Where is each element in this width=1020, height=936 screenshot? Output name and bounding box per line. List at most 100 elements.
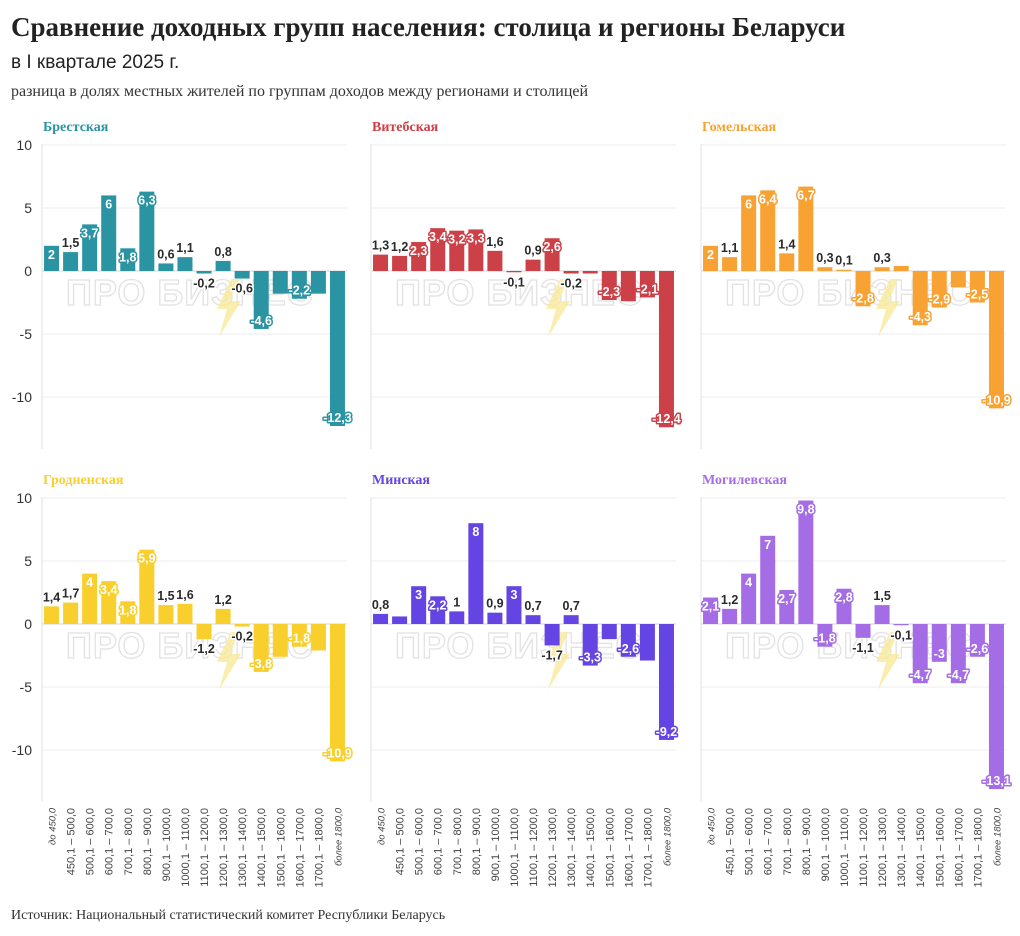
panel-5-bar[interactable] xyxy=(487,612,503,624)
panel-4-data-label: 1,6 xyxy=(176,588,193,602)
panel-4-bar[interactable] xyxy=(120,601,136,624)
panel-2-bar[interactable] xyxy=(601,271,617,300)
panel-4-bar[interactable] xyxy=(310,624,326,651)
panel-4-bar[interactable] xyxy=(272,624,288,657)
panel-1-bar[interactable] xyxy=(177,257,193,271)
panel-4-bar[interactable] xyxy=(196,624,212,640)
panel-6-bar[interactable] xyxy=(874,605,890,624)
panel-6-bar[interactable] xyxy=(741,573,757,624)
panel-2-bar[interactable] xyxy=(582,271,598,274)
panel-4-bar[interactable] xyxy=(329,624,345,762)
panel-5-bar[interactable] xyxy=(639,624,655,661)
panel-1-bar[interactable] xyxy=(196,271,212,274)
panel-6-bar[interactable] xyxy=(836,588,852,624)
panel-2-bar[interactable] xyxy=(525,259,541,271)
panel-2-bar[interactable] xyxy=(430,228,446,271)
panel-4-bar[interactable] xyxy=(215,608,231,624)
panel-1-bar[interactable] xyxy=(272,271,288,294)
panel-1-bar[interactable] xyxy=(63,252,79,271)
panel-6-data-label: -2,6 xyxy=(967,642,989,656)
panel-6-bar[interactable] xyxy=(912,624,928,684)
panel-5-bar[interactable] xyxy=(525,615,541,624)
panel-5-bar[interactable] xyxy=(373,613,389,624)
panel-4-bar[interactable] xyxy=(158,605,174,624)
panel-5-bar[interactable] xyxy=(563,615,579,624)
panel-1-bar[interactable] xyxy=(234,271,250,279)
panel-2-bar[interactable] xyxy=(639,271,655,298)
panel-1-bar[interactable] xyxy=(101,195,117,271)
panel-6-bar[interactable] xyxy=(988,624,1004,790)
panel-6-bar[interactable] xyxy=(855,624,871,638)
panel-5-bar[interactable] xyxy=(658,624,674,740)
panel-1-bar[interactable] xyxy=(310,271,326,294)
panel-5-bar[interactable] xyxy=(411,586,427,624)
panel-3-bar[interactable] xyxy=(779,253,795,271)
panel-2-bar[interactable] xyxy=(487,250,503,271)
panel-4-bar[interactable] xyxy=(101,581,117,624)
panel-2-bar[interactable] xyxy=(620,271,636,302)
panel-3-bar[interactable] xyxy=(931,271,947,308)
panel-3-bar[interactable] xyxy=(798,186,814,271)
panel-2-data-label: 1,6 xyxy=(486,235,503,249)
panel-5-bar[interactable] xyxy=(601,624,617,640)
panel-3-bar[interactable] xyxy=(741,195,757,271)
panel-4-bar[interactable] xyxy=(253,624,269,672)
panel-6-bar[interactable] xyxy=(760,535,776,624)
panel-5-bar[interactable] xyxy=(506,586,522,624)
panel-5-bar[interactable] xyxy=(392,616,408,624)
panel-1-bar[interactable] xyxy=(44,245,60,271)
panel-2-bar[interactable] xyxy=(544,238,560,271)
panel-2-bar[interactable] xyxy=(506,271,522,273)
panel-2-bar[interactable] xyxy=(658,271,674,428)
panel-4-bar[interactable] xyxy=(139,549,155,624)
panel-6-bar[interactable] xyxy=(969,624,985,657)
panel-6-bar[interactable] xyxy=(817,624,833,647)
panel-2-bar[interactable] xyxy=(392,255,408,271)
panel-2-data-label: 3,2 xyxy=(448,233,465,247)
panel-3-bar[interactable] xyxy=(950,271,966,288)
panel-3-bar[interactable] xyxy=(969,271,985,303)
panel-5-bar[interactable] xyxy=(620,624,636,657)
panel-5-bar[interactable] xyxy=(468,523,484,624)
panel-6-bar[interactable] xyxy=(779,589,795,624)
panel-1-bar[interactable] xyxy=(158,263,174,271)
panel-2-bar[interactable] xyxy=(563,271,579,274)
panel-5-bar[interactable] xyxy=(430,596,446,624)
panel-3-bar[interactable] xyxy=(874,267,890,271)
panel-6-bar[interactable] xyxy=(722,608,738,624)
panel-4-bar[interactable] xyxy=(234,624,250,627)
panel-5-bar[interactable] xyxy=(544,624,560,646)
panel-1-bar[interactable] xyxy=(215,260,231,271)
panel-3-bar[interactable] xyxy=(988,271,1004,409)
panel-6-bar[interactable] xyxy=(798,500,814,624)
panel-6-bar[interactable] xyxy=(931,624,947,662)
panel-4-bar[interactable] xyxy=(177,603,193,624)
panel-1-bar[interactable] xyxy=(82,224,98,271)
panel-1-bar[interactable] xyxy=(291,271,307,299)
panel-3-bar[interactable] xyxy=(722,257,738,271)
panel-6-bar[interactable] xyxy=(703,597,719,624)
panel-3-bar[interactable] xyxy=(760,190,776,271)
panel-3-bar[interactable] xyxy=(703,245,719,271)
panel-4-bar[interactable] xyxy=(44,606,60,624)
panel-1-bar[interactable] xyxy=(329,271,345,426)
panel-5-bar[interactable] xyxy=(449,611,465,624)
panel-1-bar[interactable] xyxy=(120,248,136,271)
panel-3-bar[interactable] xyxy=(912,271,928,326)
panel-1-bar[interactable] xyxy=(253,271,269,329)
panel-2-bar[interactable] xyxy=(468,229,484,271)
panel-2-bar[interactable] xyxy=(411,242,427,271)
panel-3-bar[interactable] xyxy=(893,265,909,271)
panel-3-bar[interactable] xyxy=(855,271,871,307)
panel-6-bar[interactable] xyxy=(893,624,909,626)
panel-4-bar[interactable] xyxy=(291,624,307,647)
panel-2-bar[interactable] xyxy=(449,230,465,271)
panel-2-bar[interactable] xyxy=(373,254,389,271)
panel-3-bar[interactable] xyxy=(836,269,852,271)
panel-4-bar[interactable] xyxy=(82,573,98,624)
panel-5-bar[interactable] xyxy=(582,624,598,666)
panel-3-bar[interactable] xyxy=(817,267,833,271)
panel-4-bar[interactable] xyxy=(63,602,79,624)
panel-6-bar[interactable] xyxy=(950,624,966,684)
panel-1-bar[interactable] xyxy=(139,191,155,271)
